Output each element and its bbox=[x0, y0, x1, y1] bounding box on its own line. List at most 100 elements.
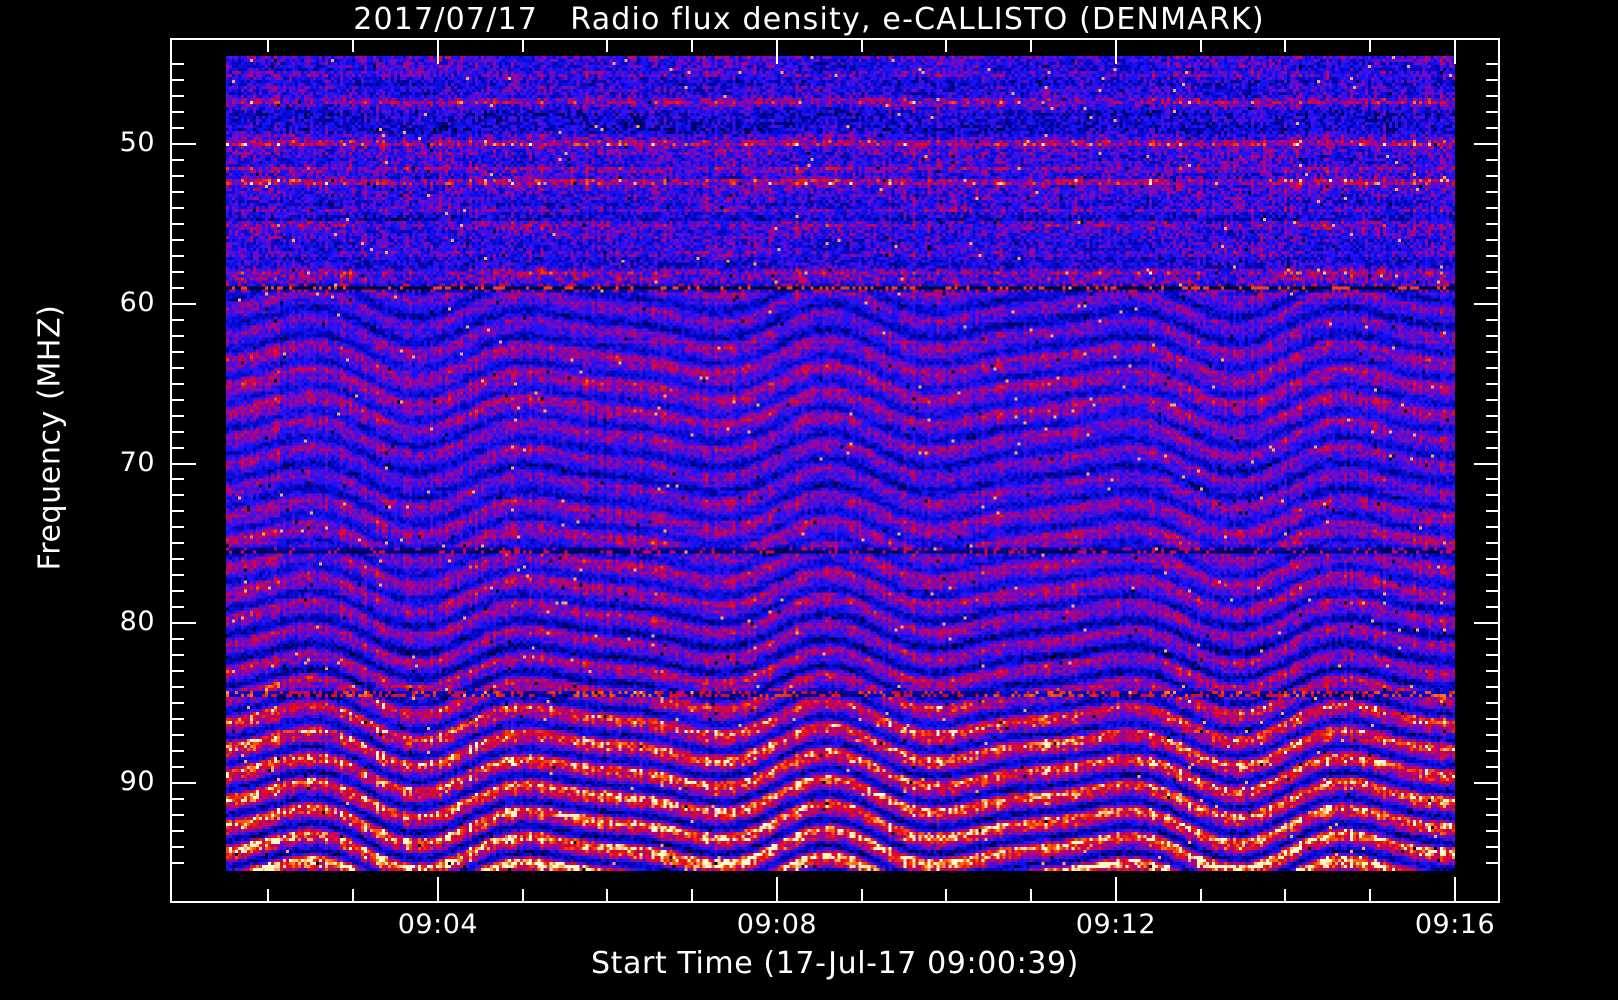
y-tick-87 bbox=[170, 734, 184, 737]
y-tick-right-57 bbox=[1486, 254, 1500, 257]
spectrogram-image bbox=[226, 56, 1455, 871]
y-tick-right-85 bbox=[1486, 702, 1500, 705]
x-tick-5 bbox=[521, 889, 524, 903]
x-tick-top-8 bbox=[775, 38, 778, 64]
x-tick-top-5 bbox=[521, 38, 524, 52]
x-tick-top-12 bbox=[1114, 38, 1117, 64]
y-tick-right-54 bbox=[1486, 206, 1500, 209]
x-tick-top-11 bbox=[1030, 38, 1033, 52]
y-tick-92 bbox=[170, 814, 184, 817]
y-tick-63 bbox=[170, 350, 184, 353]
x-axis-title: Start Time (17-Jul-17 09:00:39) bbox=[591, 946, 1079, 981]
y-tick-right-56 bbox=[1486, 238, 1500, 241]
x-tick-top-10 bbox=[945, 38, 948, 52]
y-tick-right-74 bbox=[1486, 526, 1500, 529]
y-tick-85 bbox=[170, 702, 184, 705]
y-tick-right-82 bbox=[1486, 654, 1500, 657]
x-tick-8 bbox=[775, 877, 778, 903]
y-axis-title: Frequency (MHZ) bbox=[32, 304, 68, 571]
y-tick-52 bbox=[170, 174, 184, 177]
y-tick-59 bbox=[170, 286, 184, 289]
y-tick-79 bbox=[170, 606, 184, 609]
y-tick-right-51 bbox=[1486, 158, 1500, 161]
y-tick-right-89 bbox=[1486, 766, 1500, 769]
y-tick-label-60: 60 bbox=[119, 286, 155, 318]
y-tick-64 bbox=[170, 366, 184, 369]
y-tick-76 bbox=[170, 558, 184, 561]
x-tick-top-16 bbox=[1454, 38, 1456, 64]
y-tick-right-61 bbox=[1486, 318, 1500, 321]
y-tick-right-77 bbox=[1486, 574, 1500, 577]
y-tick-right-67 bbox=[1486, 414, 1500, 417]
y-tick-right-72 bbox=[1486, 494, 1500, 497]
y-tick-66 bbox=[170, 398, 184, 401]
x-tick-top-3 bbox=[352, 38, 355, 52]
y-tick-right-47 bbox=[1486, 94, 1500, 97]
y-tick-90 bbox=[170, 782, 196, 785]
y-tick-right-90 bbox=[1474, 782, 1500, 785]
y-tick-51 bbox=[170, 158, 184, 161]
y-tick-right-86 bbox=[1486, 718, 1500, 721]
y-tick-right-95 bbox=[1486, 862, 1500, 864]
y-tick-right-46 bbox=[1486, 78, 1500, 81]
x-tick-13 bbox=[1199, 889, 1202, 903]
y-tick-71 bbox=[170, 478, 184, 481]
y-tick-70 bbox=[170, 462, 196, 465]
y-tick-69 bbox=[170, 446, 184, 449]
x-tick-7 bbox=[691, 889, 694, 903]
y-tick-49 bbox=[170, 126, 184, 129]
y-tick-95 bbox=[170, 862, 184, 864]
y-tick-right-73 bbox=[1486, 510, 1500, 513]
y-tick-83 bbox=[170, 670, 184, 673]
x-tick-top-13 bbox=[1199, 38, 1202, 52]
x-tick-top-7 bbox=[691, 38, 694, 52]
y-tick-84 bbox=[170, 686, 184, 689]
y-tick-right-76 bbox=[1486, 558, 1500, 561]
y-tick-74 bbox=[170, 526, 184, 529]
y-tick-right-78 bbox=[1486, 590, 1500, 593]
y-tick-right-83 bbox=[1486, 670, 1500, 673]
y-tick-68 bbox=[170, 430, 184, 433]
y-tick-67 bbox=[170, 414, 184, 417]
x-tick-4 bbox=[436, 877, 439, 903]
y-tick-right-71 bbox=[1486, 478, 1500, 481]
y-tick-77 bbox=[170, 574, 184, 577]
x-tick-label-12: 09:12 bbox=[1075, 909, 1157, 940]
y-tick-46 bbox=[170, 78, 184, 81]
y-tick-right-45 bbox=[1486, 62, 1500, 65]
y-tick-right-60 bbox=[1474, 302, 1500, 305]
x-tick-2 bbox=[267, 889, 270, 903]
y-tick-right-79 bbox=[1486, 606, 1500, 609]
x-tick-top-9 bbox=[860, 38, 863, 52]
y-tick-50 bbox=[170, 142, 196, 145]
y-tick-right-62 bbox=[1486, 334, 1500, 337]
y-tick-right-63 bbox=[1486, 350, 1500, 353]
y-tick-right-52 bbox=[1486, 174, 1500, 177]
y-tick-89 bbox=[170, 766, 184, 769]
y-tick-right-88 bbox=[1486, 750, 1500, 753]
y-tick-right-53 bbox=[1486, 190, 1500, 193]
x-tick-top-4 bbox=[436, 38, 439, 64]
y-tick-right-69 bbox=[1486, 446, 1500, 449]
y-tick-right-49 bbox=[1486, 126, 1500, 129]
x-tick-15 bbox=[1369, 889, 1372, 903]
y-tick-right-48 bbox=[1486, 110, 1500, 113]
y-tick-78 bbox=[170, 590, 184, 593]
y-tick-right-65 bbox=[1486, 382, 1500, 385]
y-tick-58 bbox=[170, 270, 184, 273]
y-tick-right-55 bbox=[1486, 222, 1500, 225]
y-tick-right-94 bbox=[1486, 846, 1500, 849]
y-tick-48 bbox=[170, 110, 184, 113]
y-tick-94 bbox=[170, 846, 184, 849]
x-tick-12 bbox=[1114, 877, 1117, 903]
y-tick-45 bbox=[170, 62, 184, 65]
y-tick-right-70 bbox=[1474, 462, 1500, 465]
y-tick-53 bbox=[170, 190, 184, 193]
y-tick-75 bbox=[170, 542, 184, 545]
y-tick-label-80: 80 bbox=[119, 606, 155, 638]
y-tick-91 bbox=[170, 798, 184, 801]
y-tick-54 bbox=[170, 206, 184, 209]
x-tick-6 bbox=[606, 889, 609, 903]
y-tick-60 bbox=[170, 302, 196, 305]
y-tick-right-87 bbox=[1486, 734, 1500, 737]
